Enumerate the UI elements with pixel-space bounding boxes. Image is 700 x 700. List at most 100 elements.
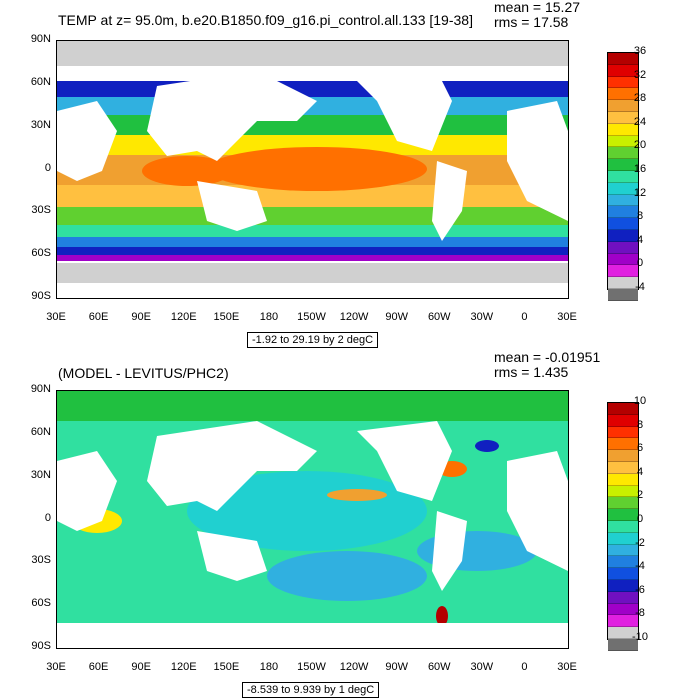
colorbar-box: [608, 100, 638, 112]
colorbar-box: [608, 532, 638, 545]
lon-label: 120W: [339, 311, 369, 323]
lon-label: 150W: [297, 311, 326, 323]
lat-label: 0: [44, 511, 51, 524]
top-range-label: -1.92 to 29.19 by 2 degC: [247, 332, 379, 348]
lon-label: 120E: [170, 661, 197, 673]
lat-label: 60S: [31, 597, 51, 610]
lon-label: 180: [259, 661, 279, 673]
lon-label: 60E: [88, 311, 109, 323]
lat-label: 90N: [30, 383, 51, 395]
lon-label: 120E: [170, 311, 197, 323]
colorbar-box: [608, 638, 638, 651]
bottom-range-label: -8.539 to 9.939 by 1 degC: [242, 682, 380, 698]
colorbar-label: -4: [635, 560, 645, 573]
colorbar-box: [608, 182, 638, 195]
lat-label: 30N: [30, 118, 51, 131]
lon-label: 60E: [88, 661, 109, 673]
lon-label: 30E: [46, 311, 66, 323]
colorbar-label: 28: [633, 92, 647, 105]
colorbar-label: -8: [635, 607, 645, 620]
colorbar-box: [608, 288, 638, 301]
lon-label: 150E: [213, 311, 240, 323]
lon-label: 30W: [470, 661, 494, 673]
bottom-map: [56, 390, 569, 649]
colorbar-box: [608, 556, 638, 569]
colorbar-box: [608, 414, 638, 427]
colorbar-box: [608, 544, 638, 557]
colorbar-box: [608, 147, 638, 160]
lat-label: 0: [44, 161, 51, 174]
colorbar-box: [608, 64, 638, 77]
colorbar-box: [608, 241, 638, 254]
colorbar-label: 8: [636, 418, 644, 431]
colorbar-box: [608, 568, 638, 580]
colorbar-box: [608, 88, 638, 101]
lon-label: 60W: [427, 311, 451, 323]
colorbar-box: [608, 277, 638, 289]
colorbar-label: 16: [633, 163, 647, 175]
colorbar-label: 10: [633, 395, 647, 407]
colorbar-label: 0: [636, 257, 644, 270]
colorbar-label: 4: [636, 233, 644, 246]
colorbar-label: 0: [636, 513, 644, 525]
bottom-mean: mean = -0.01951: [494, 349, 601, 365]
colorbar-box: [608, 229, 638, 242]
lon-label: 30E: [557, 661, 577, 673]
lat-label: 30S: [31, 204, 51, 217]
colorbar-box: [608, 76, 638, 89]
colorbar-label: -10: [632, 631, 648, 643]
lon-label: 90W: [385, 661, 408, 673]
lat-label: 30N: [30, 468, 51, 481]
bottom-panel: (MODEL - LEVITUS/PHC2) mean = -0.01951 r…: [0, 350, 700, 700]
colorbar-label: 8: [636, 210, 644, 223]
colorbar-box: [608, 509, 638, 521]
colorbar-label: -6: [635, 583, 645, 596]
lon-label: 30E: [557, 311, 577, 323]
colorbar-box: [608, 170, 638, 183]
colorbar-box: [608, 579, 638, 592]
top-title: TEMP at z= 95.0m, b.e20.B1850.f09_g16.pi…: [58, 12, 473, 28]
bottom-colorbar: [607, 402, 639, 651]
lat-label: 90N: [30, 33, 51, 45]
lat-label: 30S: [31, 554, 51, 567]
lon-label: 60W: [427, 661, 451, 673]
colorbar-label: 2: [636, 489, 644, 502]
lat-label: 90S: [31, 640, 51, 652]
lat-label: 90S: [31, 290, 51, 302]
bottom-rms: rms = 1.435: [494, 364, 569, 380]
colorbar-box: [608, 426, 638, 439]
lat-label: 60N: [30, 425, 51, 438]
lon-label: 30W: [470, 311, 494, 323]
colorbar-box: [608, 438, 638, 451]
colorbar-label: -2: [635, 536, 645, 549]
lon-label: 0: [521, 661, 528, 673]
colorbar-box: [608, 218, 638, 230]
colorbar-box: [608, 53, 638, 65]
lon-label: 0: [521, 311, 528, 323]
colorbar-box: [608, 206, 638, 219]
lon-label: 30E: [46, 661, 66, 673]
colorbar-box: [608, 450, 638, 462]
lon-label: 180: [259, 311, 279, 323]
colorbar-box: [608, 627, 638, 639]
colorbar-box: [608, 123, 638, 136]
colorbar-box: [608, 403, 638, 415]
colorbar-label: 20: [633, 139, 647, 152]
bottom-title: (MODEL - LEVITUS/PHC2): [58, 365, 229, 381]
colorbar-box: [608, 111, 638, 124]
lon-label: 90E: [131, 661, 151, 673]
colorbar-box: [608, 473, 638, 486]
colorbar-box: [608, 497, 638, 510]
bottom-map-field: [57, 391, 568, 648]
colorbar-box: [608, 591, 638, 604]
colorbar-box: [608, 461, 638, 474]
colorbar-label: 12: [633, 186, 647, 199]
lon-label: 150E: [213, 661, 240, 673]
colorbar-box: [608, 194, 638, 207]
colorbar-box: [608, 485, 638, 498]
colorbar-box: [608, 135, 638, 148]
top-rms: rms = 17.58: [494, 14, 569, 30]
colorbar-label: -4: [635, 281, 645, 293]
colorbar-label: 36: [633, 45, 647, 57]
lat-label: 60N: [30, 75, 51, 88]
